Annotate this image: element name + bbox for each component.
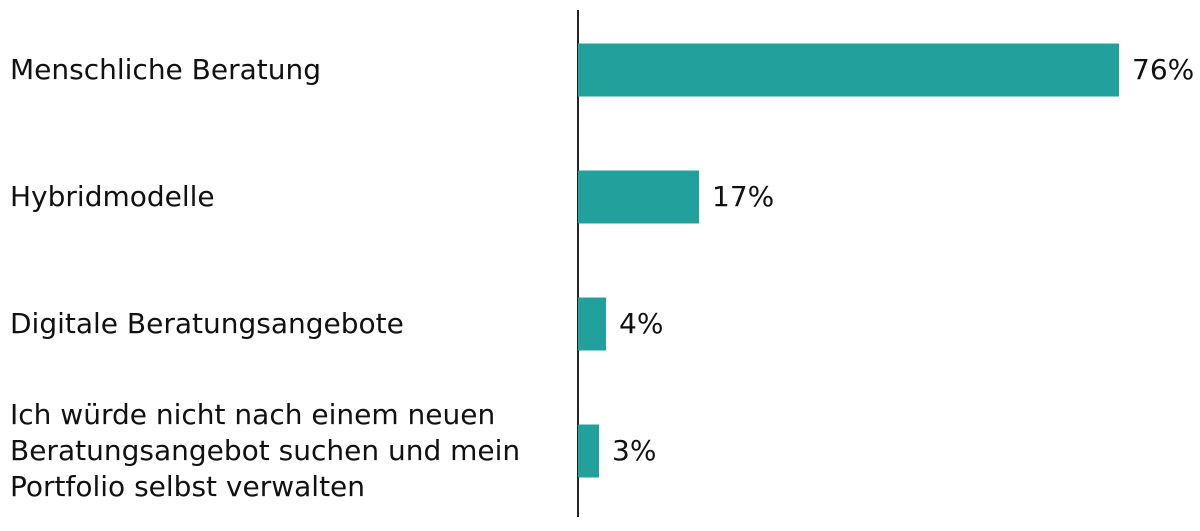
category-label-line: Digitale Beratungsangebote — [10, 307, 404, 340]
data-label: 3% — [612, 434, 657, 467]
category-label-line: Hybridmodelle — [10, 180, 215, 213]
bar — [578, 424, 599, 478]
category-label: Menschliche Beratung — [10, 52, 321, 88]
category-label-line: Beratungsangebot suchen und mein — [10, 434, 521, 467]
bar — [578, 170, 699, 224]
bar — [578, 43, 1119, 97]
category-label-line: Ich würde nicht nach einem neuen — [10, 398, 496, 431]
category-label: Ich würde nicht nach einem neuen Beratung… — [10, 397, 520, 505]
data-label: 76% — [1132, 53, 1195, 86]
category-label-line: Menschliche Beratung — [10, 53, 322, 86]
data-label: 4% — [619, 307, 664, 340]
category-label-line: Portfolio selbst verwalten — [10, 470, 366, 503]
bar — [578, 297, 606, 351]
category-label: Hybridmodelle — [10, 179, 215, 215]
category-label: Digitale Beratungsangebote — [10, 306, 404, 342]
data-label: 17% — [712, 180, 775, 213]
